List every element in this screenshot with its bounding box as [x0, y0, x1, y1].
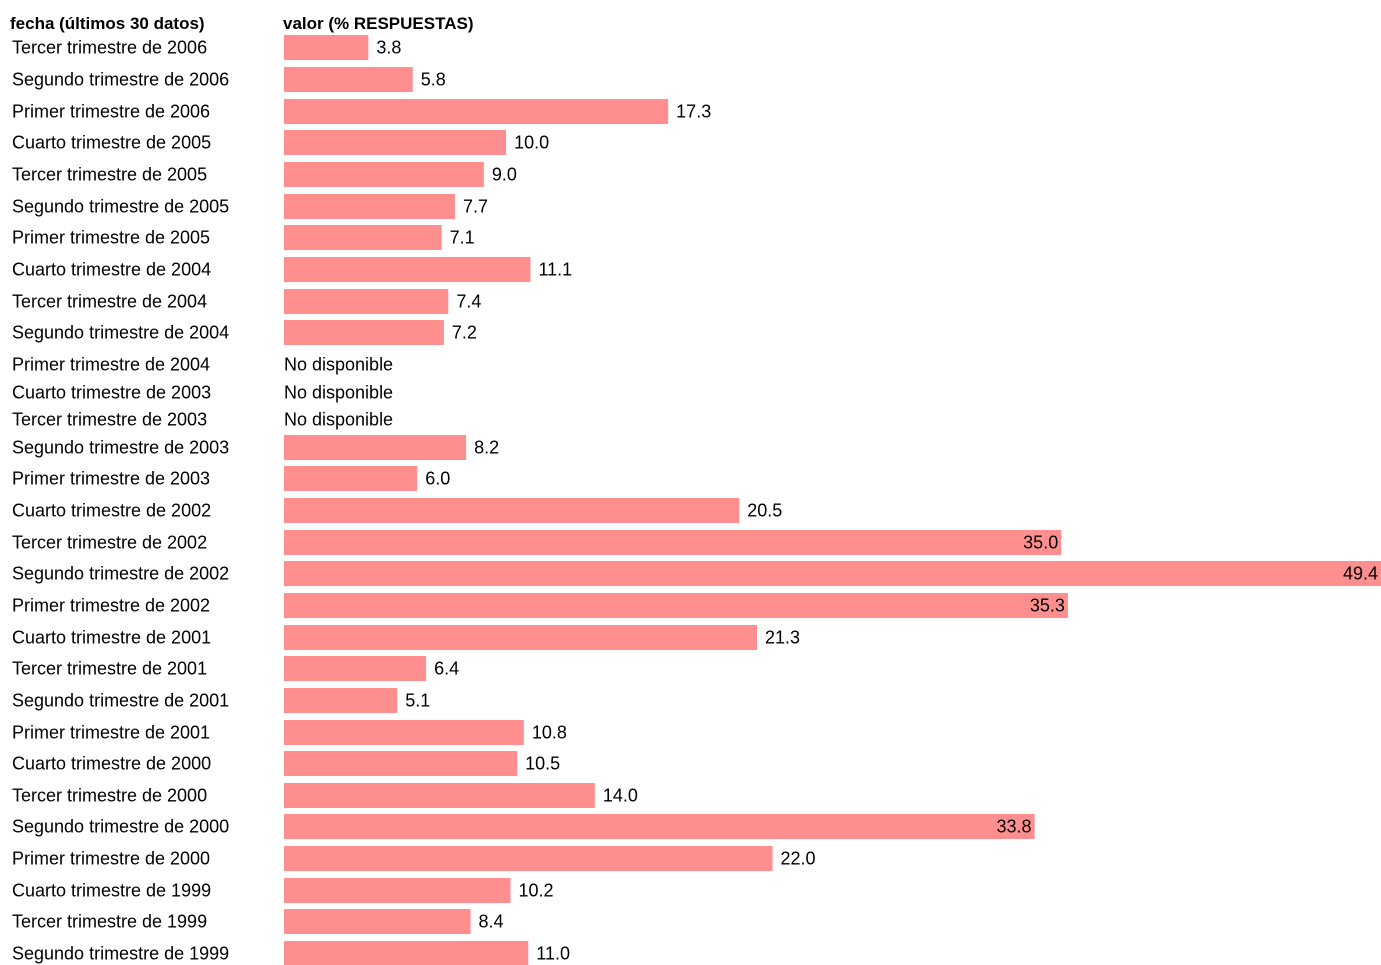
category-label: Cuarto trimestre de 2005	[12, 133, 211, 153]
bar	[284, 530, 1062, 555]
category-label: Tercer trimestre de 2006	[12, 38, 207, 58]
bar	[284, 593, 1068, 618]
bar	[284, 67, 413, 92]
category-column-header: fecha (últimos 30 datos)	[10, 14, 205, 33]
category-label: Cuarto trimestre de 2003	[12, 383, 211, 403]
bar	[284, 688, 398, 713]
value-label: 49.4	[1343, 564, 1378, 584]
category-label: Tercer trimestre de 2005	[12, 165, 207, 185]
bar	[284, 751, 518, 776]
value-label: 5.8	[421, 70, 446, 90]
value-label: 7.1	[450, 228, 475, 248]
category-label: Cuarto trimestre de 2004	[12, 260, 211, 280]
category-label: Tercer trimestre de 2003	[12, 410, 207, 430]
bar	[284, 99, 669, 124]
category-label: Segundo trimestre de 2005	[12, 197, 229, 217]
bar	[284, 35, 369, 60]
missing-value-label: No disponible	[284, 355, 393, 375]
value-label: 10.0	[514, 133, 549, 153]
value-label: 7.2	[452, 323, 477, 343]
category-label: Tercer trimestre de 2001	[12, 659, 207, 679]
bar	[284, 656, 427, 681]
value-label: 7.4	[456, 292, 481, 312]
value-label: 21.3	[765, 628, 800, 648]
bar	[284, 625, 757, 650]
bar	[284, 814, 1035, 839]
bar	[284, 289, 449, 314]
category-label: Primer trimestre de 2004	[12, 355, 210, 375]
value-label: 5.1	[405, 691, 430, 711]
value-label: 6.0	[425, 469, 450, 489]
bar	[284, 225, 442, 250]
category-label: Primer trimestre de 2003	[12, 469, 210, 489]
category-label: Segundo trimestre de 2002	[12, 564, 229, 584]
value-label: 35.3	[1030, 596, 1065, 616]
category-label: Primer trimestre de 2005	[12, 228, 210, 248]
bar	[284, 561, 1381, 586]
bar	[284, 941, 529, 965]
category-label: Primer trimestre de 2006	[12, 102, 210, 122]
category-label: Primer trimestre de 2002	[12, 596, 210, 616]
value-label: 33.8	[997, 817, 1032, 837]
category-label: Segundo trimestre de 2004	[12, 323, 229, 343]
category-label: Cuarto trimestre de 1999	[12, 881, 211, 901]
bar	[284, 466, 418, 491]
value-label: 7.7	[463, 197, 488, 217]
category-label: Segundo trimestre de 2000	[12, 817, 229, 837]
category-label: Cuarto trimestre de 2000	[12, 754, 211, 774]
chart-rows: Tercer trimestre de 2006 3.8 Segundo trime…	[12, 35, 1381, 965]
category-label: Cuarto trimestre de 2002	[12, 501, 211, 521]
value-label: 11.0	[536, 944, 570, 964]
bar	[284, 783, 595, 808]
category-label: Segundo trimestre de 1999	[12, 944, 229, 964]
value-label: 10.2	[519, 881, 554, 901]
category-label: Cuarto trimestre de 2001	[12, 628, 211, 648]
missing-value-label: No disponible	[284, 410, 393, 430]
category-label: Segundo trimestre de 2006	[12, 70, 229, 90]
value-label: 14.0	[603, 786, 638, 806]
value-label: 3.8	[376, 38, 401, 58]
category-label: Segundo trimestre de 2003	[12, 438, 229, 458]
category-label: Tercer trimestre de 1999	[12, 912, 207, 932]
category-label: Tercer trimestre de 2004	[12, 292, 207, 312]
value-label: 35.0	[1023, 533, 1058, 553]
value-label: 10.5	[525, 754, 560, 774]
value-label: 22.0	[781, 849, 816, 869]
bar	[284, 846, 773, 871]
bar	[284, 498, 740, 523]
bar	[284, 720, 524, 745]
bar	[284, 162, 484, 187]
category-label: Primer trimestre de 2000	[12, 849, 210, 869]
category-label: Tercer trimestre de 2002	[12, 533, 207, 553]
missing-value-label: No disponible	[284, 383, 393, 403]
value-label: 9.0	[492, 165, 517, 185]
value-column-header: valor (% RESPUESTAS)	[283, 14, 474, 33]
bar	[284, 435, 467, 460]
bar	[284, 320, 444, 345]
value-label: 6.4	[434, 659, 459, 679]
bar	[284, 257, 531, 282]
category-label: Segundo trimestre de 2001	[12, 691, 229, 711]
value-label: 20.5	[747, 501, 782, 521]
value-label: 10.8	[532, 723, 567, 743]
value-label: 8.4	[479, 912, 504, 932]
bar	[284, 878, 511, 903]
bar	[284, 130, 507, 155]
value-label: 8.2	[474, 438, 499, 458]
category-label: Tercer trimestre de 2000	[12, 786, 207, 806]
value-label: 11.1	[538, 260, 572, 280]
bar	[284, 194, 455, 219]
value-label: 17.3	[676, 102, 711, 122]
category-label: Primer trimestre de 2001	[12, 723, 210, 743]
bar	[284, 909, 471, 934]
